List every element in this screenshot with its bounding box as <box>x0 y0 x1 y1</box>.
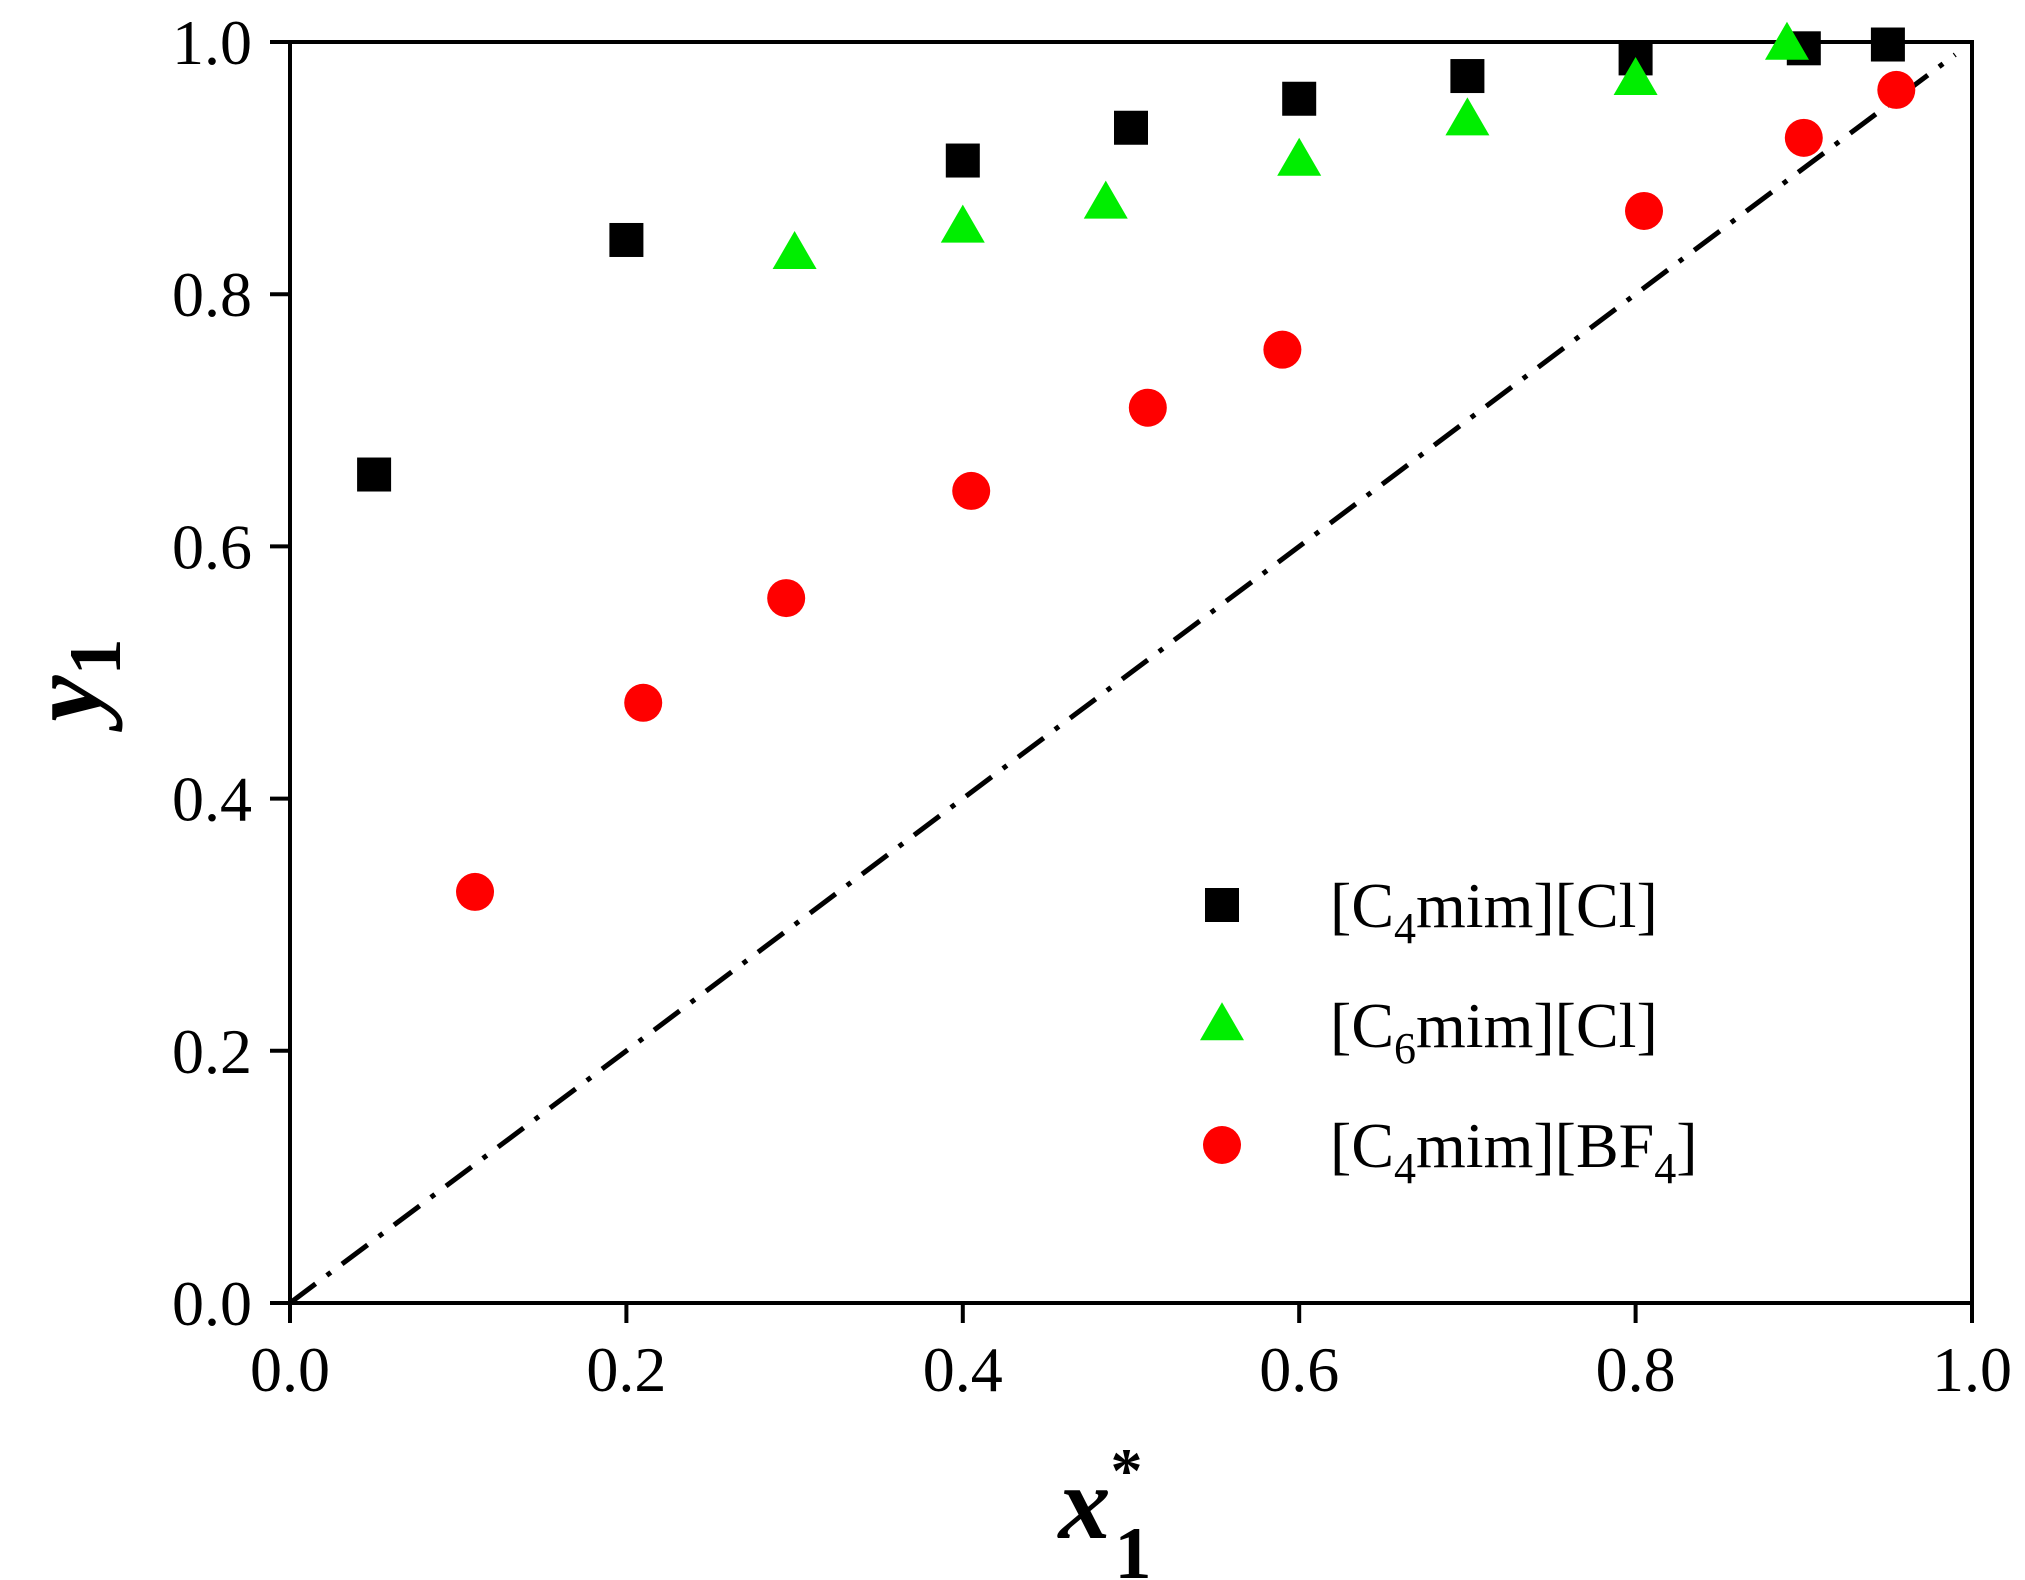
y-tick-label: 0.8 <box>172 259 252 330</box>
y-tick-label: 1.0 <box>172 7 252 78</box>
y-tick-label: 0.6 <box>172 511 252 582</box>
y-tick-label: 0.0 <box>172 1268 252 1339</box>
y-axis-ticks: 0.0 0.2 0.4 0.6 0.8 1.0 <box>172 7 290 1339</box>
square-data-point <box>1870 27 1905 62</box>
x-axis-title-sup: * <box>1111 1435 1143 1506</box>
triangle-data-point <box>940 204 985 243</box>
square-data-point <box>1450 59 1485 94</box>
legend-label-text: mim][Cl] <box>1416 990 1658 1061</box>
series-triangle <box>772 21 1809 270</box>
x-axis-ticks: 0.0 0.2 0.4 0.6 0.8 1.0 <box>250 1303 2012 1405</box>
legend-label-text: [C <box>1330 990 1394 1061</box>
y-axis-title-base: y <box>8 675 123 733</box>
x-tick-label: 0.0 <box>250 1334 330 1405</box>
reference-line-group <box>288 52 1957 1306</box>
x-tick-label: 1.0 <box>1932 1334 2012 1405</box>
legend-label-subscript: 4 <box>1394 1144 1416 1193</box>
legend-label-subscript: 6 <box>1394 1024 1416 1073</box>
circle-data-point <box>767 579 806 618</box>
square-data-point <box>609 222 644 257</box>
series-square <box>357 27 1905 492</box>
legend-label-text: ] <box>1676 1110 1697 1181</box>
y-axis-title: y1 <box>8 638 137 732</box>
legend: [C4mim][Cl][C6mim][Cl][C4mim][BF4] <box>1200 870 1698 1193</box>
legend-label: [C6mim][Cl] <box>1330 990 1658 1073</box>
x-axis-title-base: x <box>1057 1446 1111 1561</box>
circle-data-point <box>624 683 663 722</box>
square-data-point <box>357 457 392 492</box>
circle-data-point <box>456 872 495 911</box>
circle-data-point <box>952 471 991 510</box>
legend-marker-triangle <box>1200 1002 1244 1041</box>
circle-data-point <box>1128 388 1167 427</box>
triangle-data-point <box>1613 57 1658 96</box>
x-tick-label: 0.8 <box>1596 1334 1676 1405</box>
legend-label-text: mim][BF <box>1416 1110 1654 1181</box>
x-tick-label: 0.2 <box>586 1334 666 1405</box>
legend-label: [C4mim][Cl] <box>1330 870 1658 953</box>
reference-line-y-equals-x <box>288 52 1957 1306</box>
circle-data-point <box>1625 191 1664 230</box>
legend-label-subscript: 4 <box>1394 904 1416 953</box>
legend-marker-square <box>1205 888 1239 922</box>
circle-data-point <box>1877 70 1916 109</box>
triangle-data-point <box>1083 180 1128 219</box>
legend-label-subscript: 4 <box>1654 1144 1676 1193</box>
y-tick-label: 0.2 <box>172 1016 252 1087</box>
legend-label: [C4mim][BF4] <box>1330 1110 1698 1193</box>
legend-label-text: mim][Cl] <box>1416 870 1658 941</box>
triangle-data-point <box>1277 137 1322 176</box>
square-data-point <box>1282 81 1317 116</box>
series-circle <box>456 70 1916 911</box>
square-data-point <box>945 143 980 178</box>
series-markers <box>357 21 1916 911</box>
triangle-data-point <box>1764 21 1809 60</box>
x-tick-label: 0.6 <box>1259 1334 1339 1405</box>
circle-data-point <box>1784 118 1823 157</box>
circle-data-point <box>1263 330 1302 369</box>
plot-area-frame <box>288 40 1974 1305</box>
legend-marker-circle <box>1203 1126 1241 1164</box>
square-data-point <box>1114 110 1148 145</box>
legend-label-text: [C <box>1330 1110 1394 1181</box>
y-tick-label: 0.4 <box>172 764 252 835</box>
x-tick-label: 0.4 <box>923 1334 1003 1405</box>
x-axis-title-sub: 1 <box>1115 1513 1152 1580</box>
x-axis-title: x* 1 <box>1057 1435 1152 1580</box>
legend-label-text: [C <box>1330 870 1394 941</box>
triangle-data-point <box>1445 97 1490 136</box>
triangle-data-point <box>772 231 817 270</box>
y-axis-title-sub: 1 <box>55 638 137 675</box>
